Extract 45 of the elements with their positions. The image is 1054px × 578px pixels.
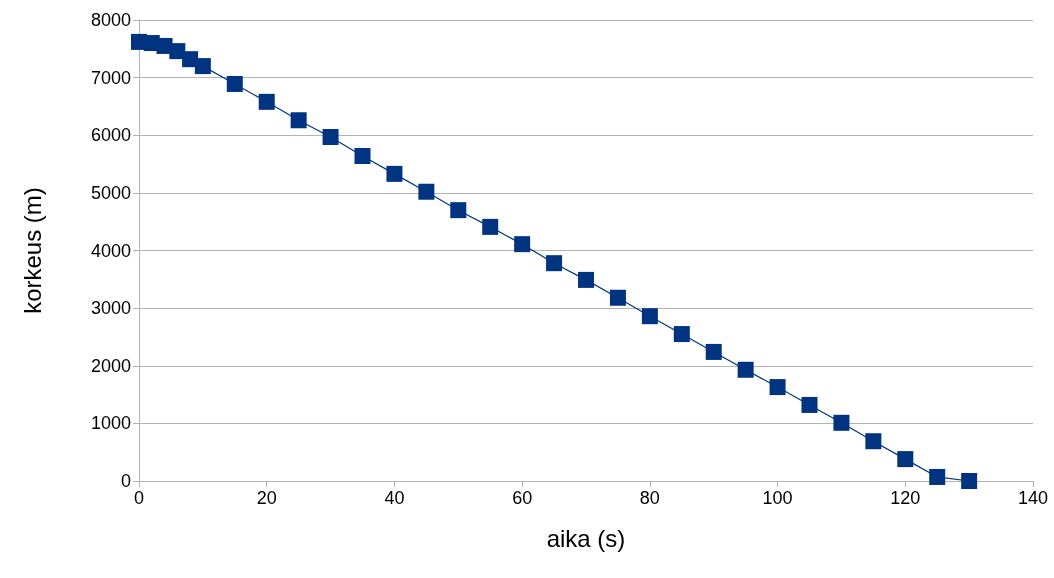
point	[482, 218, 499, 235]
x-tick-label: 140	[1017, 488, 1049, 508]
y-tick-label: 4000	[90, 240, 131, 261]
point	[226, 75, 243, 92]
y-tick-label: 2000	[90, 355, 131, 376]
y-tick-label: 7000	[90, 67, 131, 88]
y-tick-label: 5000	[90, 182, 131, 203]
point	[769, 379, 786, 396]
point	[514, 236, 531, 253]
x-tick-label: 80	[639, 488, 660, 508]
point	[322, 128, 339, 145]
point	[169, 43, 186, 60]
x-tick-label: 40	[384, 488, 405, 508]
point	[609, 289, 626, 306]
point	[194, 58, 211, 75]
y-tick-label: 0	[120, 471, 131, 491]
point	[546, 255, 563, 272]
y-tick-label: 3000	[90, 298, 131, 319]
point	[737, 361, 754, 378]
point	[418, 183, 435, 200]
x-tick-label: 0	[133, 488, 145, 508]
point	[673, 326, 690, 343]
point	[833, 414, 850, 431]
y-tick-label: 6000	[90, 125, 131, 146]
y-tick-label: 8000	[90, 10, 131, 30]
point	[578, 271, 594, 288]
point	[450, 202, 467, 219]
y-axis-title: korkeus (m)	[18, 187, 46, 314]
point	[258, 93, 275, 110]
y-tick-label: 1000	[90, 413, 131, 434]
point	[290, 112, 307, 129]
point	[641, 308, 658, 325]
point	[801, 396, 818, 413]
point	[386, 165, 403, 182]
point	[929, 468, 946, 485]
point	[865, 433, 882, 450]
x-axis-title: aika (s)	[546, 524, 626, 552]
x-tick-label: 120	[890, 488, 921, 508]
point	[354, 147, 371, 164]
x-tick-label: 60	[512, 488, 533, 508]
x-tick-label: 100	[762, 488, 793, 508]
point	[897, 451, 914, 468]
point	[961, 473, 978, 489]
point	[705, 343, 722, 360]
x-tick-label: 20	[256, 488, 277, 508]
